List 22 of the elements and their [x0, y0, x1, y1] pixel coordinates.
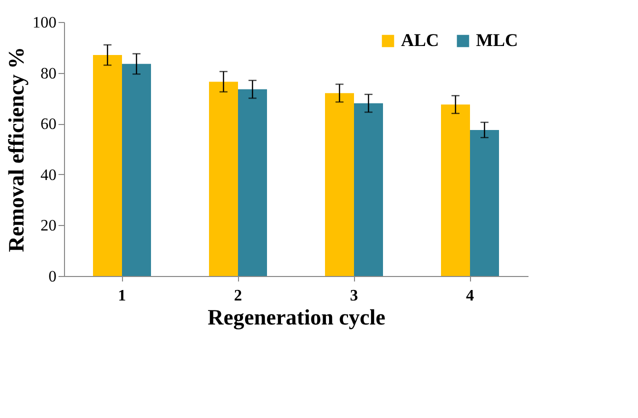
legend-label: MLC [476, 30, 518, 50]
bar [470, 130, 499, 276]
y-axis-title: Removal efficiency % [4, 46, 28, 252]
y-tick-label: 100 [32, 14, 56, 32]
bar [325, 93, 354, 276]
x-tick-label: 4 [466, 288, 474, 304]
bar [441, 104, 470, 276]
x-axis-title: Regeneration cycle [208, 304, 386, 330]
legend-label: ALC [401, 30, 440, 50]
bar [122, 64, 151, 276]
y-tick-label: 80 [40, 65, 56, 82]
bar [354, 103, 383, 276]
bar [93, 55, 122, 276]
y-tick-label: 60 [40, 116, 56, 134]
y-tick-label: 40 [40, 166, 56, 184]
bar [209, 82, 238, 276]
x-tick-label: 3 [350, 288, 358, 304]
x-tick-label: 1 [118, 288, 126, 304]
bar [238, 89, 267, 276]
y-tick-label: 0 [48, 268, 56, 286]
y-tick-label: 20 [40, 218, 56, 235]
x-tick-label: 2 [234, 288, 242, 304]
